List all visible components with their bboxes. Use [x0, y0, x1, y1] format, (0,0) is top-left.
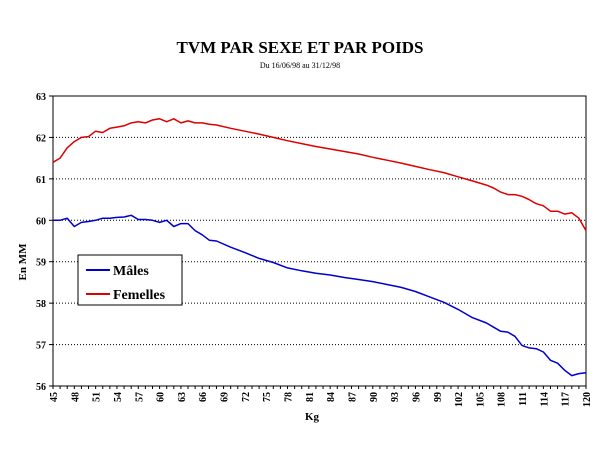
x-tick-label: 60	[156, 392, 167, 402]
x-tick-label: 117	[561, 392, 572, 406]
x-tick-label: 75	[262, 392, 273, 402]
y-tick-label: 58	[36, 299, 46, 310]
y-tick-label: 60	[36, 216, 46, 227]
legend-box	[77, 254, 183, 306]
x-tick-label: 102	[454, 392, 465, 407]
legend-label-males: Mâles	[113, 264, 149, 279]
series-line-males	[53, 214, 587, 377]
x-tick-label: 54	[113, 392, 124, 402]
chart-subtitle: Du 16/06/98 au 31/12/98	[260, 61, 340, 70]
plot-area	[52, 95, 587, 387]
legend-label-females: Femelles	[113, 288, 166, 303]
x-tick-label: 114	[539, 392, 550, 406]
y-tick-label: 61	[36, 175, 46, 186]
x-tick-label: 111	[518, 392, 529, 406]
x-tick-label: 72	[241, 392, 252, 402]
x-tick-label: 63	[177, 392, 188, 402]
x-tick-label: 87	[347, 392, 358, 402]
x-tick-label: 99	[433, 392, 444, 402]
grid-lines	[53, 136, 586, 346]
x-tick-label: 66	[198, 392, 209, 402]
x-axis-ticks: 45 48 51 54 57 60 63 66 69 72 75 78 81 84 87 90 93 96 99 10…	[49, 386, 593, 407]
y-axis-ticks: 56 57 58 59 60 61 62 63	[36, 92, 53, 393]
y-tick-label: 57	[36, 341, 46, 352]
y-tick-label: 62	[36, 133, 46, 144]
x-tick-label: 84	[326, 392, 337, 402]
x-tick-label: 69	[220, 392, 231, 402]
x-tick-label: 51	[92, 392, 103, 402]
x-tick-label: 96	[411, 392, 422, 402]
y-tick-label: 63	[36, 92, 46, 103]
x-tick-label: 108	[497, 392, 508, 407]
x-tick-label: 90	[369, 392, 380, 402]
x-tick-label: 81	[305, 392, 316, 402]
x-tick-label: 45	[49, 392, 60, 402]
chart-title: TVM PAR SEXE ET PAR POIDS	[177, 38, 424, 57]
y-tick-label: 59	[36, 258, 46, 269]
x-tick-label: 78	[284, 392, 295, 402]
series-line-females	[52, 118, 587, 231]
x-tick-label: 120	[582, 392, 593, 407]
y-axis-label: En MM	[17, 243, 29, 281]
series-lines	[52, 118, 587, 377]
legend: Mâles Femelles	[77, 254, 183, 306]
x-axis-label: Kg	[305, 411, 320, 423]
x-tick-label: 105	[475, 392, 486, 407]
x-tick-label: 93	[390, 392, 401, 402]
x-tick-label: 57	[134, 392, 145, 402]
y-tick-label: 56	[36, 382, 46, 393]
x-tick-label: 48	[70, 392, 81, 402]
